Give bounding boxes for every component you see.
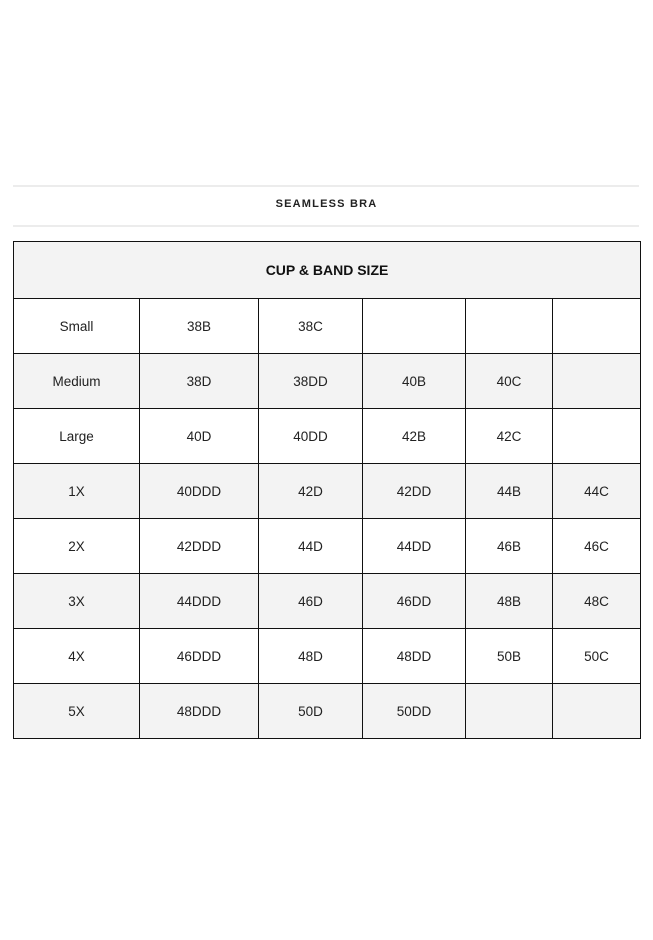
size-cell [362,298,466,354]
size-cell: 42DD [362,463,466,519]
size-cell: 44DD [362,518,466,574]
size-label: 5X [13,683,140,739]
size-label: 2X [13,518,140,574]
size-chart-table: CUP & BAND SIZE Small 38B 38C Medium 38D 38DD… [12,241,642,739]
size-cell: 46D [258,573,363,629]
size-cell: 42B [362,408,466,464]
size-cell: 50DD [362,683,466,739]
size-cell: 46B [465,518,553,574]
size-cell: 38B [139,298,259,354]
size-cell: 42C [465,408,553,464]
size-cell [551,683,642,739]
size-cell [465,683,553,739]
size-cell: 46DD [362,573,466,629]
table-row: Small 38B 38C [13,298,642,354]
size-cell [551,298,642,354]
size-cell: 48DD [362,628,466,684]
size-cell: 46DDD [139,628,259,684]
size-cell: 48DDD [139,683,259,739]
size-cell: 44D [258,518,363,574]
table-row: Large 40D 40DD 42B 42C [13,408,642,464]
size-cell: 50B [465,628,553,684]
size-label: 4X [13,628,140,684]
size-cell: 44B [465,463,553,519]
table-row: 3X 44DDD 46D 46DD 48B 48C [13,573,642,629]
size-cell [551,408,642,464]
top-divider [13,185,639,187]
size-cell [551,353,642,409]
size-cell: 38C [258,298,363,354]
table-row: 1X 40DDD 42D 42DD 44B 44C [13,463,642,519]
size-cell: 46C [551,518,642,574]
size-cell: 40D [139,408,259,464]
size-cell [465,298,553,354]
size-cell: 42D [258,463,363,519]
bottom-divider [13,225,639,227]
size-cell: 40DD [258,408,363,464]
size-cell: 40C [465,353,553,409]
size-label: 3X [13,573,140,629]
table-row: 4X 46DDD 48D 48DD 50B 50C [13,628,642,684]
size-cell: 48D [258,628,363,684]
size-cell: 40DDD [139,463,259,519]
table-row: 2X 42DDD 44D 44DD 46B 46C [13,518,642,574]
size-cell: 44DDD [139,573,259,629]
table-header: CUP & BAND SIZE [12,241,642,299]
size-label: Large [13,408,140,464]
table-row: 5X 48DDD 50D 50DD [13,683,642,739]
size-cell: 48B [465,573,553,629]
size-cell: 48C [551,573,642,629]
size-cell: 38DD [258,353,363,409]
size-label: 1X [13,463,140,519]
table-row: Medium 38D 38DD 40B 40C [13,353,642,409]
size-cell: 38D [139,353,259,409]
page-title: SEAMLESS BRA [275,198,378,210]
size-label: Small [13,298,140,354]
size-cell: 44C [551,463,642,519]
size-cell: 40B [362,353,466,409]
size-label: Medium [13,353,140,409]
size-cell: 42DDD [139,518,259,574]
size-cell: 50C [551,628,642,684]
size-cell: 50D [258,683,363,739]
